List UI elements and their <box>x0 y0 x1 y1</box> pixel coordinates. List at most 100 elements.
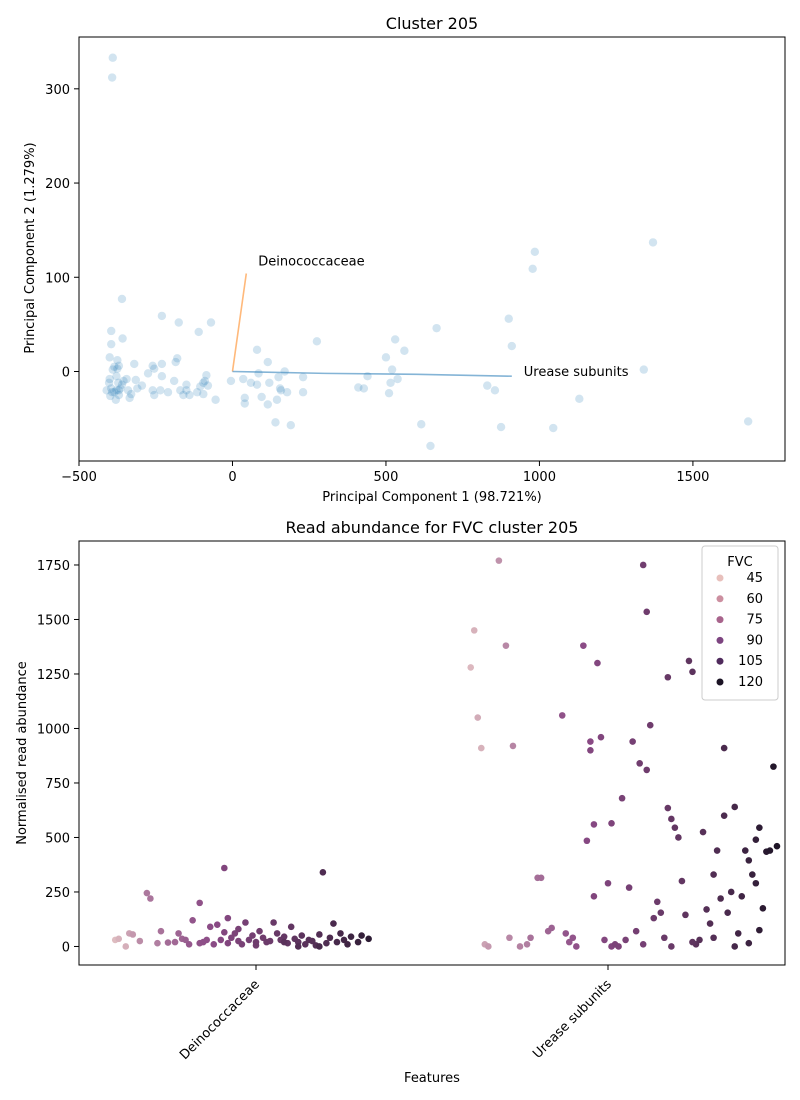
abundance-point <box>713 847 721 854</box>
pca-point <box>432 323 441 333</box>
legend-marker <box>716 616 724 624</box>
legend-items: 45 60 75 90 105 120 <box>716 571 763 690</box>
pca-chart-title: Cluster 205 <box>386 14 478 33</box>
abundance-point <box>316 931 323 938</box>
abundance-point <box>734 930 742 937</box>
abundance-point <box>727 888 735 896</box>
abundance-point <box>509 742 517 750</box>
pca-point <box>384 388 394 398</box>
pca-x-tick-label: 0 <box>228 470 236 485</box>
pca-point <box>263 357 272 367</box>
abundance-point <box>650 914 658 922</box>
abundance-point <box>710 871 717 878</box>
pca-point <box>387 365 397 374</box>
pca-point <box>400 346 409 355</box>
pca-point <box>148 361 157 371</box>
pca-chart: Cluster 205 Deinococcaceae Urease subunit… <box>23 14 786 505</box>
abundance-point <box>720 744 728 752</box>
pca-point <box>114 378 123 387</box>
pca-point <box>354 383 363 392</box>
pca-point <box>381 353 391 362</box>
abundance-point <box>273 930 281 937</box>
pca-point <box>528 264 537 273</box>
abundance-point <box>724 909 731 916</box>
legend-marker <box>716 574 724 582</box>
abundance-y-tick-label: 750 <box>45 777 70 792</box>
abundance-point <box>171 938 179 946</box>
abundance-point <box>242 919 249 926</box>
abundance-point <box>756 926 763 934</box>
abundance-point <box>646 721 654 729</box>
abundance-x-tick-label: Deinococcaceae <box>177 977 263 1063</box>
pca-point <box>202 371 211 380</box>
abundance-point <box>316 943 323 950</box>
pca-point <box>390 335 400 344</box>
abundance-point <box>474 714 482 721</box>
pca-point <box>240 399 249 408</box>
abundance-point <box>502 642 510 649</box>
abundance-point <box>745 857 753 864</box>
abundance-point <box>587 746 594 754</box>
abundance-point <box>668 815 675 823</box>
pca-point <box>246 378 256 387</box>
abundance-point <box>770 763 777 770</box>
pca-point <box>211 395 220 404</box>
abundance-point <box>467 664 475 671</box>
pca-point <box>106 391 115 401</box>
abundance-point <box>756 824 763 831</box>
abundance-point <box>326 934 334 942</box>
pca-point <box>176 386 185 395</box>
pca-point <box>107 73 117 82</box>
pca-point <box>496 422 506 432</box>
abundance-y-tick-label: 1750 <box>37 559 70 574</box>
pca-point <box>254 369 263 378</box>
abundance-point <box>270 919 277 926</box>
abundance-point <box>661 934 668 942</box>
pca-point <box>263 400 272 409</box>
pca-x-tick-label: −500 <box>61 470 97 485</box>
pca-point <box>157 359 167 369</box>
abundance-point <box>280 938 288 946</box>
pca-point <box>174 318 183 327</box>
abundance-point <box>643 608 651 616</box>
abundance-point <box>495 557 503 564</box>
pca-point <box>196 382 205 391</box>
abundance-point <box>516 943 524 950</box>
abundance-point <box>759 905 767 912</box>
abundance-point <box>256 927 263 935</box>
pca-point <box>240 393 249 403</box>
pca-point <box>105 353 114 362</box>
legend-marker <box>716 636 724 644</box>
pca-x-axis-label: Principal Component 1 (98.721%) <box>322 490 542 505</box>
pca-point <box>252 380 262 389</box>
pca-point <box>182 380 191 389</box>
pca-point <box>648 238 658 247</box>
pca-point <box>275 384 285 393</box>
abundance-point <box>330 920 337 927</box>
abundance-point <box>548 924 555 932</box>
pca-point <box>116 384 125 393</box>
pca-point <box>286 420 295 430</box>
abundance-point <box>696 936 703 944</box>
abundance-point <box>668 943 675 950</box>
abundance-point <box>235 925 242 933</box>
pca-point <box>386 378 395 387</box>
abundance-y-tick-label: 500 <box>45 831 70 846</box>
abundance-plot-area: 0 250 500 750 1000 1250 1500 1750 Deinococcaceae… <box>37 540 786 1063</box>
abundance-point <box>689 668 696 676</box>
pca-point <box>274 372 283 382</box>
pca-point <box>131 375 140 385</box>
abundance-point <box>639 940 647 948</box>
abundance-point <box>266 937 274 945</box>
abundance-point <box>717 895 724 902</box>
abundance-point <box>470 627 478 634</box>
pca-point <box>252 345 262 355</box>
abundance-point <box>657 909 665 916</box>
abundance-point <box>604 879 612 887</box>
abundance-point <box>506 934 513 942</box>
abundance-point <box>213 921 221 928</box>
pca-point <box>171 357 180 367</box>
pca-point <box>359 384 369 393</box>
pca-point <box>108 365 117 374</box>
abundance-point <box>569 934 577 942</box>
